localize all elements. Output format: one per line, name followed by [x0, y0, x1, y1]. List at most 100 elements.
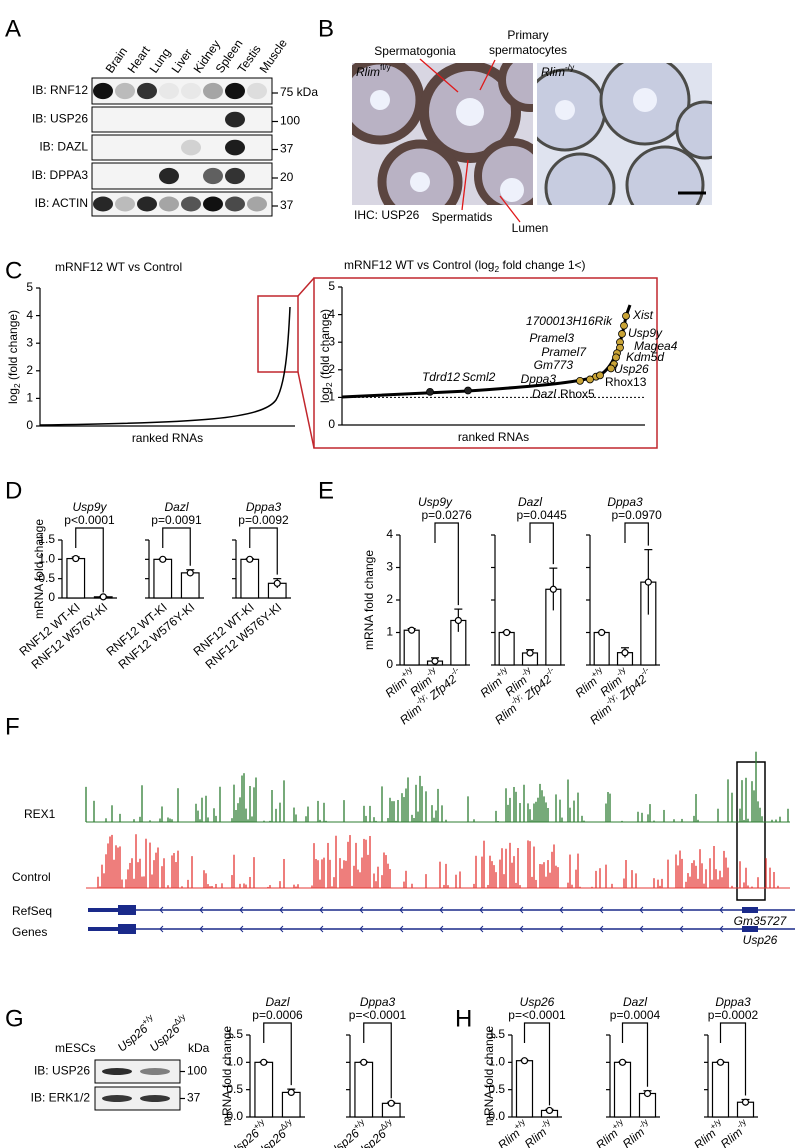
annotation: Lumen [512, 221, 549, 235]
y-tick-label: 2 [328, 362, 335, 376]
genotype-label-sup: fl/y [380, 62, 392, 72]
gene-point [622, 312, 630, 320]
gene-label: Dazl [532, 387, 556, 401]
strand-arrow [519, 906, 524, 914]
strand-arrow [399, 925, 404, 933]
y-tick-label: 2 [26, 363, 33, 377]
panel-letter: F [5, 713, 20, 740]
gene-point [596, 371, 604, 380]
bar [153, 558, 173, 599]
strand-arrow [279, 925, 284, 933]
track-label: RefSeq [12, 904, 52, 918]
blot-row-label: IB: ERK1/2 [31, 1091, 91, 1105]
blot-band [203, 82, 223, 100]
y-tick-label: 1.5 [488, 1027, 505, 1041]
strand-arrow [159, 906, 164, 914]
significance-bracket [162, 527, 191, 566]
significance-bracket [621, 1022, 649, 1087]
blot-band [93, 82, 113, 100]
p-value: p<0.0001 [64, 513, 115, 527]
y-axis-label-part: log [6, 388, 20, 404]
panel-letter: B [318, 15, 334, 42]
significance-bracket [523, 1022, 551, 1106]
category-label: Rlim-/y [618, 1116, 655, 1148]
strand-arrow [559, 925, 564, 933]
y-tick-label: 5 [26, 280, 33, 294]
blot-band [181, 139, 201, 156]
p-value: p=0.0006 [252, 1008, 303, 1022]
y-tick-label: 0.0 [226, 1109, 243, 1123]
lane-label: Muscle [257, 36, 290, 75]
y-tick-label: 1 [328, 390, 335, 404]
strand-arrow [319, 925, 324, 933]
strand-arrow [439, 925, 444, 933]
significance-bracket [529, 522, 554, 565]
strand-arrow [319, 906, 324, 914]
blot-band [247, 82, 267, 100]
p-value: p=<0.0001 [508, 1008, 566, 1022]
bar-dot [159, 555, 167, 563]
strand-arrow [279, 906, 284, 914]
y-tick-label: 1.5 [38, 532, 55, 546]
gene-point [618, 330, 626, 338]
genotype-label: Rlim-/y [541, 62, 575, 79]
bar [240, 558, 260, 599]
bar [354, 1061, 374, 1118]
bar-dot [644, 578, 652, 586]
y-tick-label: 4 [26, 308, 33, 322]
bar-dot [387, 1099, 395, 1107]
lane-label: Liver [169, 46, 195, 75]
y-tick-label: 1.0 [226, 1055, 243, 1069]
p-value: p=<0.0001 [349, 1008, 407, 1022]
blot-band [93, 196, 113, 212]
blot-band [225, 111, 245, 128]
y-axis-label: mRNA fold change [32, 519, 46, 619]
micrograph-right [537, 63, 712, 205]
bar-dot [526, 649, 534, 657]
y-tick-label: 0 [48, 590, 55, 604]
blot-band [159, 167, 179, 185]
blot-band [115, 196, 135, 212]
marker-label: 20 [280, 170, 294, 184]
significance-bracket [719, 1022, 747, 1096]
significance-bracket [249, 527, 278, 575]
bar-dot [545, 1106, 554, 1115]
chart-title: mRNF12 WT vs Control (log2 fold change 1… [344, 258, 586, 274]
y-tick-label: 3 [328, 334, 335, 348]
gene-exon [118, 924, 136, 934]
blot-row-label: IB: ACTIN [35, 196, 88, 210]
track-label: Genes [12, 925, 47, 939]
strand-arrow [719, 906, 724, 914]
chart-title: Dazl [623, 995, 647, 1009]
gene-exon [88, 908, 118, 912]
y-tick-label: 1.0 [38, 552, 55, 566]
genotype-label-gene: Rlim [541, 65, 565, 79]
marker-label: 100 [280, 114, 300, 128]
y-axis-label-part: log [318, 387, 332, 403]
y-axis-label: log2 (fold change) [6, 310, 22, 404]
chart-title-part: mRNF12 WT vs Control (log [344, 258, 494, 272]
bar-dot [716, 1058, 725, 1066]
blot-band [181, 82, 201, 100]
chart-title: Dppa3 [246, 500, 282, 514]
panel-letter: A [5, 15, 21, 42]
gene-point [607, 364, 615, 373]
gene-point [576, 376, 584, 385]
strand-arrow [359, 925, 364, 933]
p-value: p=0.0445 [516, 508, 567, 522]
pointer-lines [419, 58, 521, 223]
y-tick-label: 0 [26, 418, 33, 432]
bar-dot [643, 1089, 652, 1098]
blot-row-label: IB: USP26 [34, 1064, 90, 1078]
gene-label: Magea4 [634, 339, 678, 353]
blot-band [159, 196, 179, 212]
blot-band [137, 196, 157, 212]
y-tick-label: 0 [328, 417, 335, 431]
genotype-label-gene: Rlim [356, 65, 380, 79]
gene-label: Usp26 [614, 362, 649, 376]
blot-band [102, 1095, 132, 1102]
y-tick-label: 3 [386, 560, 393, 574]
gene-exon [742, 926, 758, 932]
p-value: p=0.0276 [421, 508, 472, 522]
y-tick-label: 4 [328, 307, 335, 321]
